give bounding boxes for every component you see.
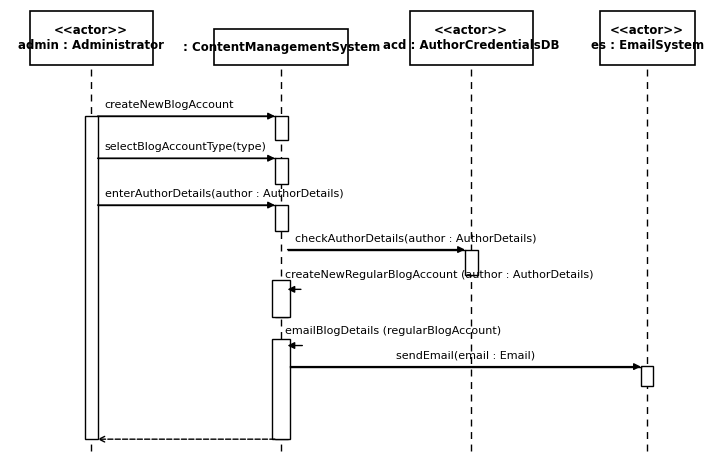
Bar (272, 339, 290, 439)
Text: selectBlogAccountType(type): selectBlogAccountType(type) (104, 142, 267, 152)
Bar (275, 346, 288, 439)
Bar (85, 116, 98, 439)
Text: : ContentManagementSystem: : ContentManagementSystem (183, 41, 380, 54)
Bar (465, 250, 477, 275)
Bar (641, 365, 654, 386)
Text: emailBlogDetails (regularBlogAccount): emailBlogDetails (regularBlogAccount) (285, 326, 501, 336)
Bar (275, 289, 288, 317)
Bar (275, 205, 288, 231)
Bar (275, 158, 288, 184)
Bar (600, 11, 695, 65)
Text: checkAuthorDetails(author : AuthorDetails): checkAuthorDetails(author : AuthorDetail… (295, 234, 536, 244)
Bar (214, 30, 348, 65)
Text: enterAuthorDetails(author : AuthorDetails): enterAuthorDetails(author : AuthorDetail… (104, 189, 343, 199)
Text: <<actor>>
es : EmailSystem: <<actor>> es : EmailSystem (590, 24, 704, 52)
Bar (29, 11, 153, 65)
Text: createNewRegularBlogAccount (author : AuthorDetails): createNewRegularBlogAccount (author : Au… (285, 270, 593, 280)
Text: sendEmail(email : Email): sendEmail(email : Email) (396, 350, 535, 360)
Bar (273, 280, 290, 317)
Bar (410, 11, 533, 65)
Text: <<actor>>
admin : Administrator: <<actor>> admin : Administrator (18, 24, 164, 52)
Text: createNewBlogAccount: createNewBlogAccount (104, 100, 234, 110)
Text: <<actor>>
acd : AuthorCredentialsDB: <<actor>> acd : AuthorCredentialsDB (383, 24, 559, 52)
Bar (275, 116, 288, 139)
